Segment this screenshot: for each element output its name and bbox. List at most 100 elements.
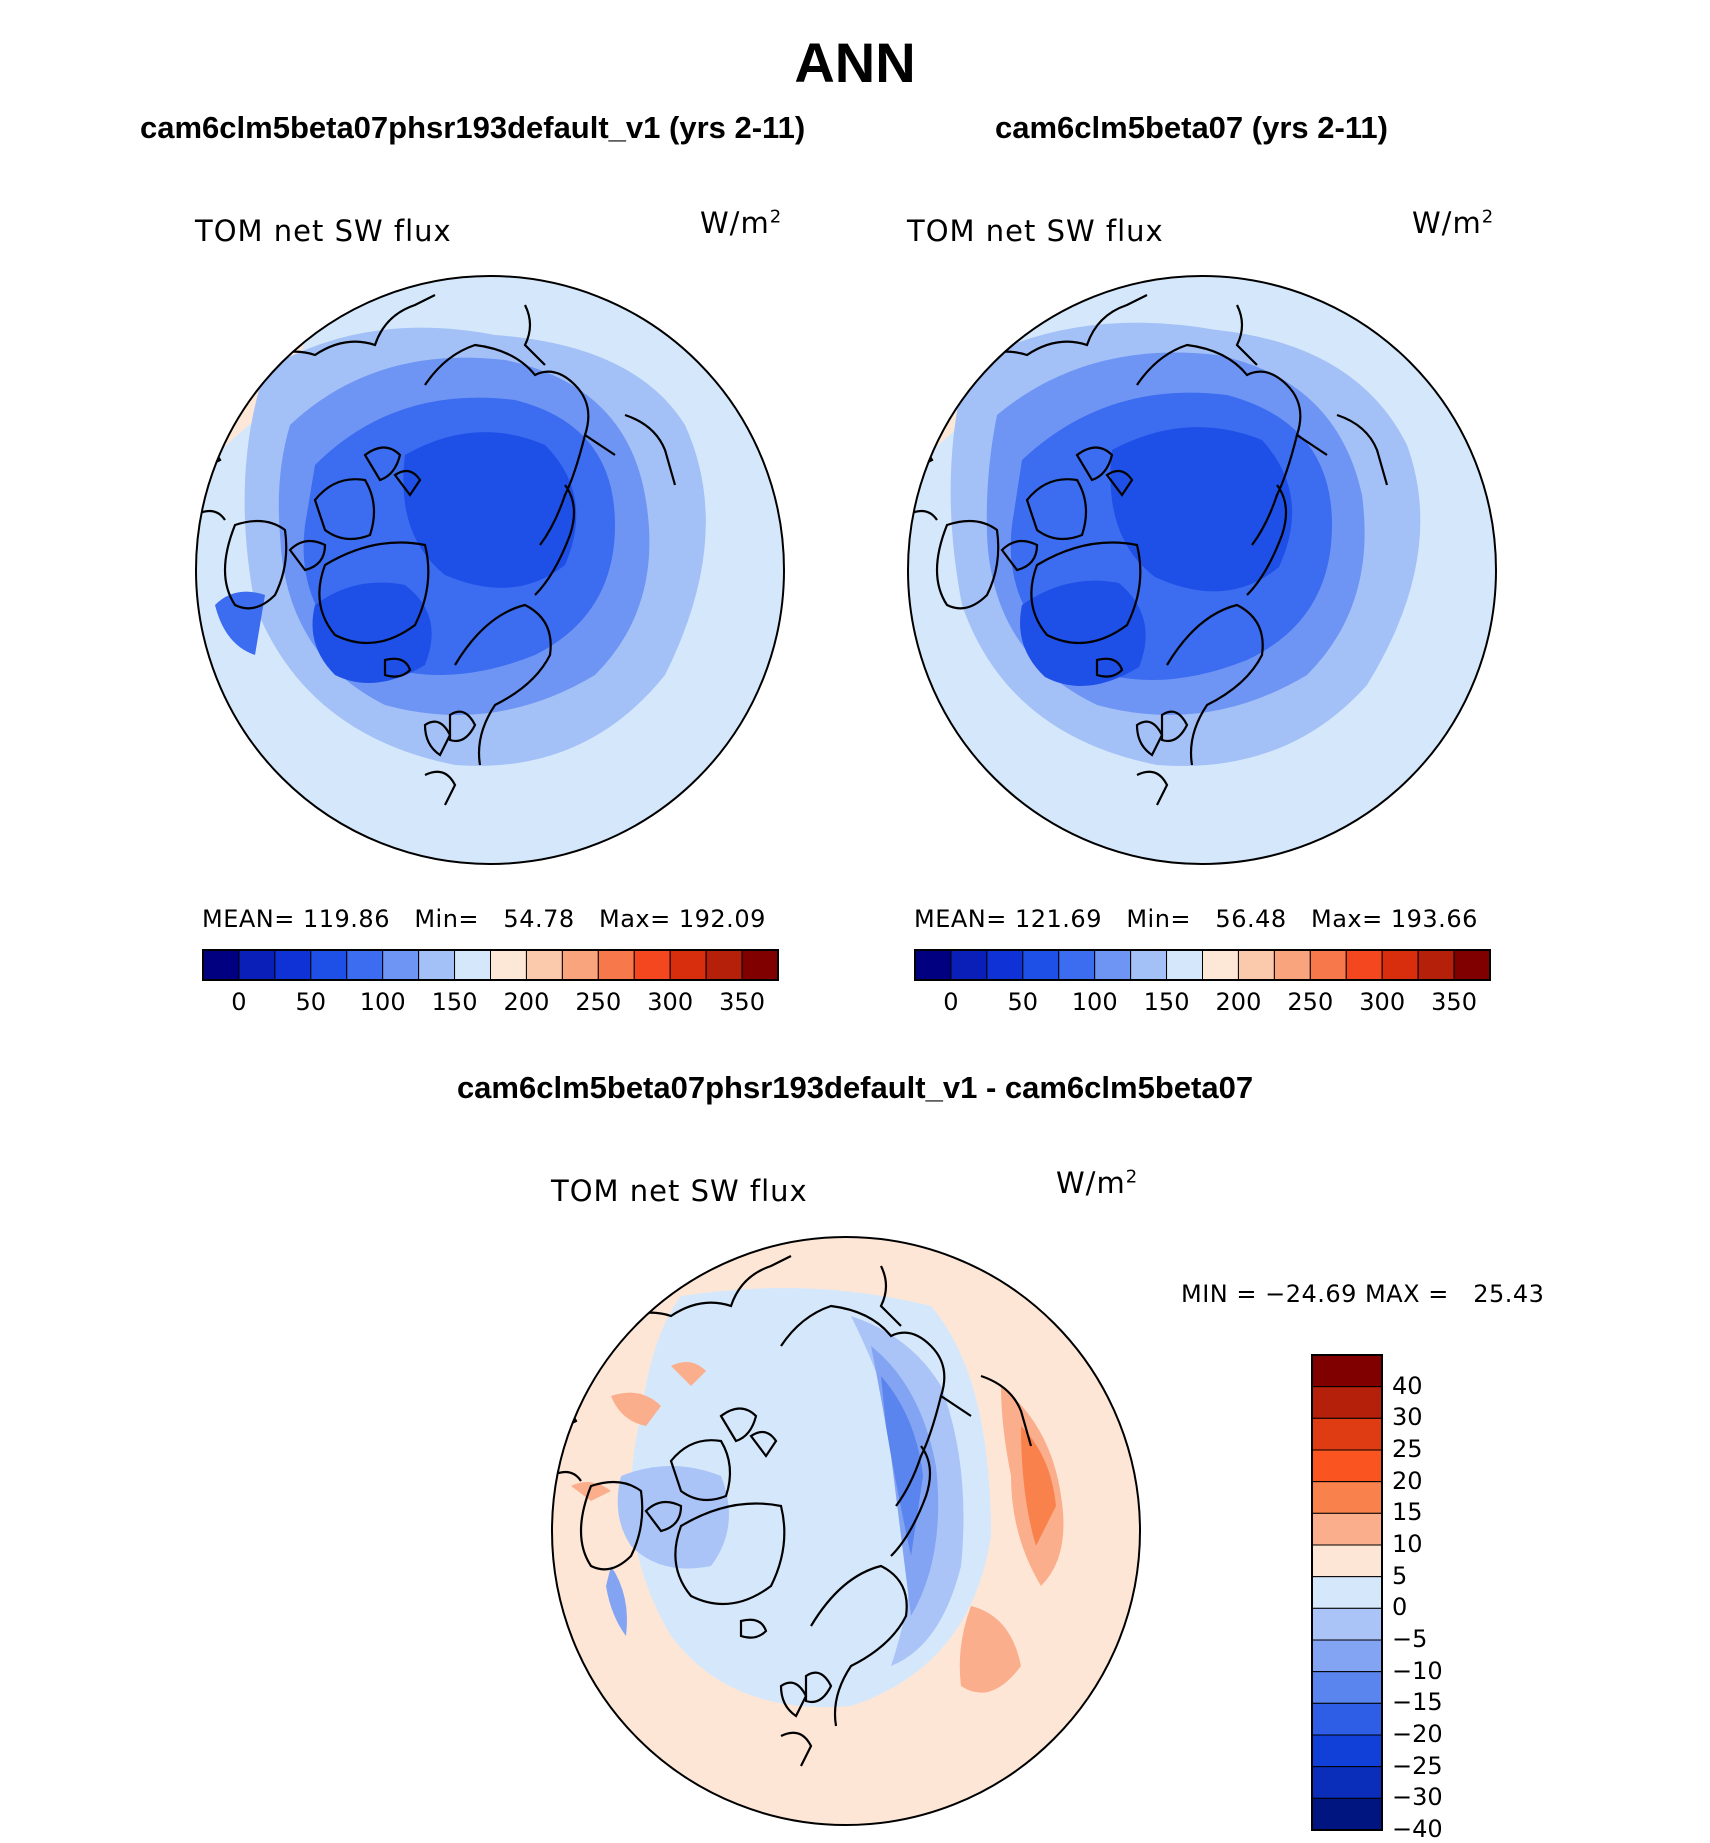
colorbar-border — [914, 949, 1491, 981]
colorbar-swatch — [1311, 1671, 1383, 1704]
colorbar-swatch — [1311, 1449, 1383, 1483]
colorbar-tick-label: −30 — [1392, 1783, 1443, 1812]
panel1-colorbar — [202, 949, 779, 981]
diff-variable-label: TOM net SW flux — [551, 1174, 808, 1208]
colorbar-tick-label: 0 — [943, 988, 959, 1016]
colorbar-swatch — [1166, 949, 1203, 981]
colorbar-swatch — [1417, 949, 1455, 981]
colorbar-tick-label: 0 — [1392, 1593, 1408, 1622]
colorbar-tick-label: 0 — [231, 988, 247, 1016]
colorbar-border — [1311, 1354, 1383, 1831]
colorbar-swatch — [705, 949, 743, 981]
colorbar-swatch — [1311, 1766, 1383, 1799]
diff-polar-map — [551, 1236, 1141, 1826]
diff-map-border — [551, 1236, 1141, 1826]
colorbar-swatch — [1311, 1386, 1383, 1419]
diff-colorbar — [1311, 1354, 1383, 1831]
colorbar-tick-label: 250 — [1287, 988, 1334, 1016]
colorbar-tick-label: 300 — [647, 988, 694, 1016]
panel1-polar-map — [195, 275, 785, 865]
colorbar-swatch — [1094, 949, 1132, 981]
colorbar-swatch — [1311, 1354, 1383, 1388]
colorbar-tick-label: 40 — [1392, 1371, 1423, 1400]
panel2-polar-map — [907, 275, 1497, 865]
colorbar-swatch — [597, 949, 635, 981]
colorbar-swatch — [633, 949, 671, 981]
panel1-units-label: W/m2 — [700, 206, 783, 240]
colorbar-tick-label: 350 — [719, 988, 765, 1016]
figure-title: ANN — [794, 31, 916, 94]
colorbar-tick-label: 50 — [1007, 988, 1039, 1016]
colorbar-swatch — [454, 949, 491, 981]
colorbar-swatch — [346, 949, 384, 981]
colorbar-swatch — [202, 949, 240, 981]
colorbar-tick-label: 150 — [1143, 988, 1190, 1016]
colorbar-tick-label: 15 — [1392, 1498, 1423, 1527]
colorbar-swatch — [1202, 949, 1239, 981]
colorbar-swatch — [1311, 1639, 1383, 1673]
colorbar-tick-label: −5 — [1392, 1625, 1428, 1653]
diff-units-label: W/m2 — [1056, 1166, 1139, 1200]
panel1-stats: MEAN= 119.86 Min= 54.78 Max= 192.09 — [202, 905, 766, 933]
colorbar-swatch — [950, 949, 988, 981]
colorbar-tick-label: 30 — [1392, 1403, 1423, 1432]
diff-colorbar-ticks: 40 30 25 20 15 10 5 0 −5 −10 −15 −20 −25 −30 −40 — [1392, 1355, 1512, 1843]
colorbar-tick-label: −25 — [1392, 1751, 1443, 1780]
colorbar-swatch — [561, 949, 599, 981]
colorbar-tick-label: 200 — [503, 988, 550, 1016]
colorbar-swatch — [1381, 949, 1419, 981]
diff-stats: MIN = −24.69 MAX = 25.43 — [1181, 1280, 1545, 1308]
colorbar-tick-label: 50 — [295, 988, 327, 1016]
colorbar-swatch — [1311, 1417, 1383, 1451]
colorbar-swatch — [1311, 1481, 1383, 1514]
colorbar-swatch — [1311, 1607, 1383, 1641]
colorbar-tick-label: 25 — [1392, 1435, 1423, 1463]
colorbar-tick-label: 20 — [1392, 1466, 1423, 1495]
panel2-variable-label: TOM net SW flux — [907, 214, 1164, 248]
panel2-map-border — [907, 275, 1497, 865]
colorbar-swatch — [1058, 949, 1096, 981]
panel2-coastlines — [908, 294, 1389, 806]
panel2-stats: MEAN= 121.69 Min= 56.48 Max= 193.66 — [914, 905, 1478, 933]
colorbar-swatch — [1311, 1702, 1383, 1736]
colorbar-swatch — [1273, 949, 1311, 981]
colorbar-swatch — [1309, 949, 1347, 981]
colorbar-tick-label: −20 — [1392, 1720, 1443, 1748]
colorbar-swatch — [382, 949, 420, 981]
panel1-colorbar-ticks: 0 50 100 150 200 250 300 350 — [203, 988, 778, 1020]
colorbar-tick-label: −40 — [1392, 1815, 1443, 1843]
colorbar-swatch — [1311, 1512, 1383, 1546]
colorbar-tick-label: −15 — [1392, 1688, 1443, 1717]
colorbar-swatch — [986, 949, 1024, 981]
colorbar-swatch — [1130, 949, 1168, 981]
colorbar-swatch — [1022, 949, 1060, 981]
colorbar-swatch — [1453, 949, 1491, 981]
colorbar-swatch — [1311, 1797, 1383, 1831]
panel2-colorbar — [914, 949, 1491, 981]
colorbar-tick-label: 100 — [359, 988, 406, 1016]
colorbar-swatch — [1237, 949, 1275, 981]
colorbar-swatch — [1311, 1734, 1383, 1768]
colorbar-swatch — [274, 949, 312, 981]
colorbar-swatch — [914, 949, 952, 981]
colorbar-tick-label: 300 — [1359, 988, 1406, 1016]
colorbar-swatch — [669, 949, 707, 981]
colorbar-border — [202, 949, 779, 981]
colorbar-swatch — [741, 949, 779, 981]
colorbar-tick-label: 100 — [1071, 988, 1118, 1016]
colorbar-swatch — [1311, 1544, 1383, 1578]
panel2-colorbar-ticks: 0 50 100 150 200 250 300 350 — [915, 988, 1490, 1020]
panel2-units-label: W/m2 — [1412, 206, 1495, 240]
colorbar-swatch — [490, 949, 527, 981]
colorbar-swatch — [310, 949, 348, 981]
colorbar-swatch — [238, 949, 276, 981]
colorbar-tick-label: 5 — [1392, 1561, 1408, 1590]
colorbar-swatch — [1311, 1576, 1383, 1609]
panel2-case-title: cam6clm5beta07 (yrs 2-11) — [995, 110, 1388, 145]
colorbar-swatch — [1345, 949, 1383, 981]
panel1-case-title: cam6clm5beta07phsr193default_v1 (yrs 2-1… — [140, 110, 806, 145]
colorbar-swatch — [418, 949, 456, 981]
colorbar-tick-label: 10 — [1392, 1530, 1423, 1558]
colorbar-tick-label: 200 — [1215, 988, 1262, 1016]
colorbar-tick-label: 150 — [431, 988, 478, 1016]
